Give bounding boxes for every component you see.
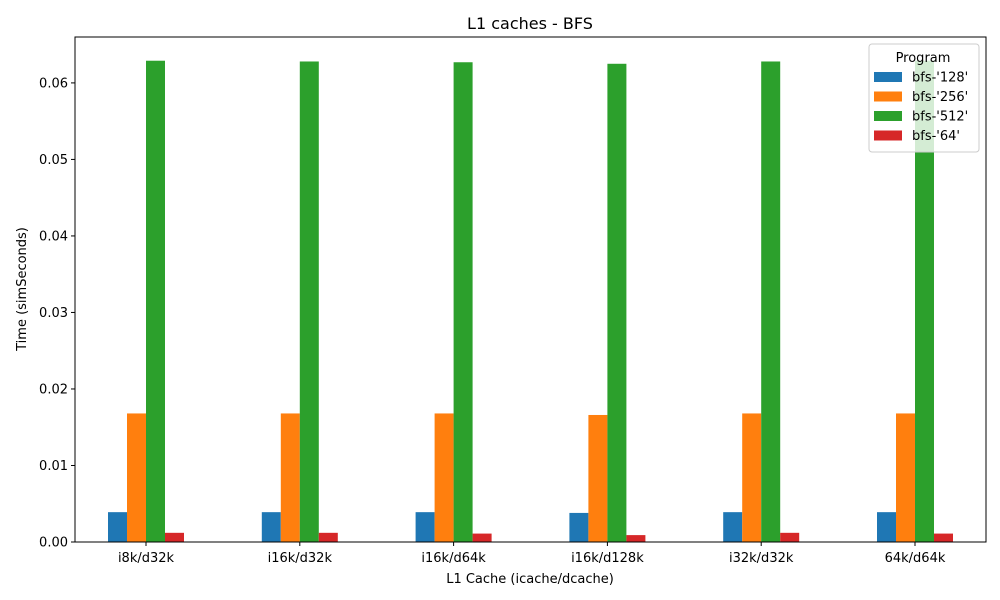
bar: [877, 512, 896, 542]
legend-box: [868, 43, 980, 153]
bar: [165, 532, 184, 542]
legend-swatch: [874, 111, 902, 121]
y-tick-label: 0.02: [39, 382, 68, 397]
legend-label: bfs-'512': [912, 110, 968, 125]
legend-swatch: [874, 130, 902, 141]
x-tick-label: i16k/d64k: [421, 551, 486, 566]
legend-title: Program: [896, 51, 951, 66]
bar: [280, 413, 300, 542]
bar: [723, 512, 743, 542]
x-tick-label: 64k/d64k: [885, 551, 946, 566]
bar: [261, 512, 281, 542]
bar: [569, 512, 589, 542]
bar: [626, 535, 646, 542]
bars-layer: [108, 60, 953, 542]
x-tick-label: i16k/d128k: [571, 551, 644, 566]
x-tick-label: i8k/d32k: [118, 551, 175, 566]
legend-label: bfs-'256': [912, 90, 968, 105]
plot-frame: [74, 36, 987, 543]
y-axis: 0.00 0.01 0.02 0.03 0.04 0.05 0.06: [39, 76, 75, 551]
x-axis-title: L1 Cache (icache/dcache): [446, 572, 614, 587]
bar: [415, 512, 435, 542]
bar: [896, 413, 915, 542]
legend: Program bfs-'128' bfs-'256' bfs-'512' bfs-'…: [868, 43, 980, 153]
bar: [607, 63, 627, 542]
bar: [318, 532, 338, 542]
x-tick-label: i16k/d32k: [268, 551, 333, 566]
chart-title: L1 caches - BFS: [467, 14, 593, 33]
y-tick-label: 0.05: [39, 153, 68, 168]
bar: [780, 532, 800, 542]
bar: [472, 533, 492, 542]
bar: [127, 413, 146, 542]
bar: [742, 413, 762, 542]
x-axis: i8k/d32k i16k/d32k i16k/d64k i16k/d128k i32k…: [118, 542, 946, 566]
y-tick-label: 0.06: [39, 76, 68, 91]
y-axis-title: Time (simSeconds): [15, 227, 30, 352]
legend-swatch: [874, 91, 902, 102]
legend-swatch: [874, 72, 902, 82]
bar: [108, 512, 127, 542]
bar: [761, 61, 781, 542]
bar: [934, 533, 953, 542]
bar: [915, 60, 934, 542]
x-tick-label: i32k/d32k: [729, 551, 794, 566]
bar: [434, 413, 454, 542]
legend-label: bfs-'64': [912, 129, 960, 144]
bar: [299, 61, 319, 542]
bar: [146, 60, 165, 542]
bar: [453, 62, 473, 542]
legend-label: bfs-'128': [912, 71, 968, 86]
bar: [588, 414, 608, 542]
y-tick-label: 0.03: [39, 306, 68, 321]
y-tick-label: 0.01: [39, 459, 68, 474]
y-tick-label: 0.00: [39, 536, 68, 551]
y-tick-label: 0.04: [39, 229, 68, 244]
